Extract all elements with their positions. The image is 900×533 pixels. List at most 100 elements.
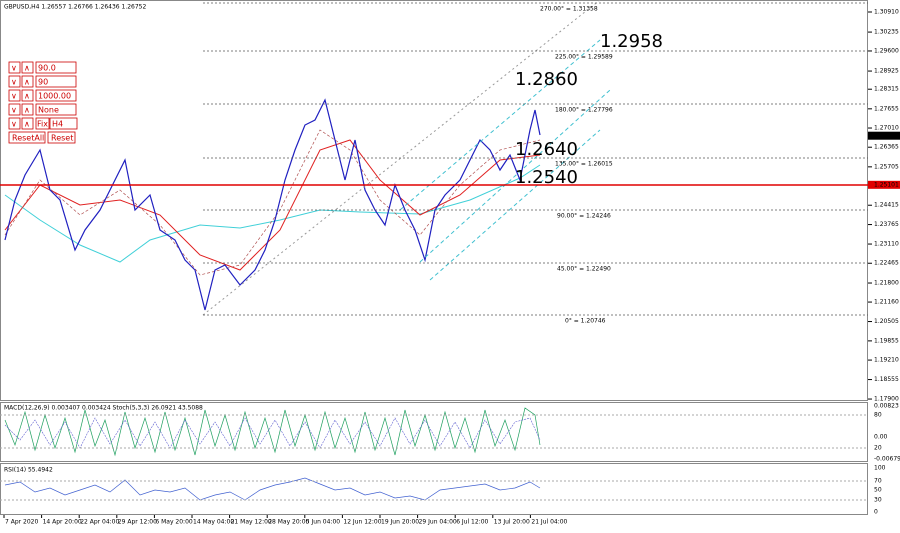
input-value: H4 (52, 120, 63, 129)
fibo-label: 135.00° = 1.26015 (555, 161, 613, 168)
indicator-title: RSI(14) 55.4942 (4, 467, 53, 474)
button-label: Reset (51, 134, 73, 143)
button-label: ∨ (11, 78, 17, 87)
price-label: 1.23110 (874, 241, 899, 248)
macd-axis-label: 20 (874, 445, 882, 452)
rsi-axis-label: 50 (874, 487, 882, 494)
input-value: 1000.00 (38, 92, 71, 101)
time-label: 13 Jul 20:00 (494, 519, 530, 526)
macd-axis-label: -0.006796 (874, 456, 900, 463)
time-label: 5 Jun 04:00 (306, 519, 340, 526)
time-label: 29 Jun 04:00 (419, 519, 457, 526)
price-label: 1.22465 (874, 260, 899, 267)
button-label: ∨ (11, 120, 17, 129)
price-label: 1.23765 (874, 221, 899, 228)
price-label: 1.19855 (874, 337, 899, 344)
button-label: ∨ (11, 92, 17, 101)
indicator-title: MACD(12,26,9) 0.003407 0.003424 Stoch(5,… (4, 405, 203, 412)
button[interactable] (35, 117, 50, 130)
channel-line (399, 39, 601, 211)
input[interactable] (35, 103, 77, 116)
button[interactable] (21, 89, 34, 102)
price-label: 1.18555 (874, 376, 899, 383)
settings-panel: ∨ ∧ 90.0 ∨ ∧ 90 ∨ ∧ 1000.00 ∨ ∧ None ∨ ∧ Fix H4 ResetAll… (8, 61, 78, 144)
price-tag-label: 1.26752 (874, 132, 899, 139)
time-label: 12 Jun 12:00 (343, 519, 381, 526)
time-label: 21 May 12:00 (231, 519, 272, 526)
button-label: ∨ (11, 106, 17, 115)
price-annotation: 1.2640 (515, 139, 578, 160)
fibo-label: 270.00° = 1.31358 (540, 6, 598, 13)
stochastic-signal (4, 417, 541, 449)
button-label: ∨ (11, 64, 17, 73)
price-label: 1.21800 (874, 280, 899, 287)
button-label: ResetAll (12, 134, 44, 143)
price-label: 1.17900 (874, 396, 899, 403)
price-label: 1.30235 (874, 29, 899, 36)
channel-line (419, 89, 611, 263)
input-value: 90.0 (38, 64, 56, 73)
fibo-label: 90.00° = 1.24246 (557, 213, 611, 220)
price-label: 1.27010 (874, 125, 899, 132)
rsi-axis-label: 70 (874, 478, 882, 485)
button[interactable] (8, 75, 21, 88)
price-annotation: 1.2958 (600, 31, 663, 52)
price-annotation: 1.2860 (515, 69, 578, 90)
channel-line (429, 129, 601, 281)
price-annotation: 1.2540 (515, 167, 578, 188)
price-label: 1.24415 (874, 202, 899, 209)
button[interactable] (21, 75, 34, 88)
macd-axis-label: 0.00 (874, 434, 888, 441)
input[interactable] (35, 61, 77, 74)
button[interactable] (21, 61, 34, 74)
time-label: 6 Jul 12:00 (456, 519, 488, 526)
chart-header: GBPUSD,H4 1.26557 1.26766 1.26436 1.2675… (4, 4, 146, 11)
time-label: 6 May 20:00 (155, 519, 193, 526)
price-label: 1.27655 (874, 105, 899, 112)
rsi-axis-label: 100 (874, 465, 886, 472)
button[interactable] (21, 117, 34, 130)
price-label: 1.28315 (874, 86, 899, 93)
time-label: 21 Jul 04:00 (531, 519, 567, 526)
time-label: 29 Apr 12:00 (118, 519, 157, 526)
price-line (4, 98, 541, 311)
fibo-label: 45.00° = 1.22490 (557, 266, 611, 273)
button[interactable] (8, 89, 21, 102)
button[interactable] (8, 117, 21, 130)
input-value: None (38, 106, 59, 115)
rsi-line (4, 477, 541, 501)
time-label: 28 May 20:00 (268, 519, 309, 526)
rsi-axis-label: 0 (874, 509, 878, 516)
price-label: 1.25705 (874, 163, 899, 170)
fibo-label: 0° = 1.20746 (565, 318, 606, 325)
fibo-label: 180.00° = 1.27796 (555, 107, 613, 114)
input[interactable] (35, 89, 77, 102)
macd-axis-label: 80 (874, 412, 882, 419)
input[interactable] (49, 117, 78, 130)
price-label: 1.26365 (874, 144, 899, 151)
button[interactable] (47, 131, 76, 144)
stochastic-line (4, 407, 541, 457)
button-label: ∧ (24, 120, 30, 129)
price-label: 1.28925 (874, 68, 899, 75)
time-label: 14 Apr 20:00 (43, 519, 82, 526)
main-frame (0, 0, 868, 401)
time-label: 22 Apr 04:00 (80, 519, 119, 526)
button-label: ∧ (24, 92, 30, 101)
button[interactable] (8, 61, 21, 74)
price-label: 1.29600 (874, 47, 899, 54)
time-label: 19 Jun 20:00 (381, 519, 419, 526)
button[interactable] (21, 103, 34, 116)
rsi-axis-label: 30 (874, 497, 882, 504)
button-label: ∧ (24, 78, 30, 87)
price-label: 1.30910 (874, 9, 899, 16)
button[interactable] (8, 103, 21, 116)
button-label: ∧ (24, 106, 30, 115)
button[interactable] (8, 131, 46, 144)
price-tag (868, 180, 900, 189)
macd-frame (0, 402, 868, 462)
macd-axis-label: 0.00823 (874, 403, 899, 410)
moving-average (4, 164, 541, 263)
input[interactable] (35, 75, 77, 88)
